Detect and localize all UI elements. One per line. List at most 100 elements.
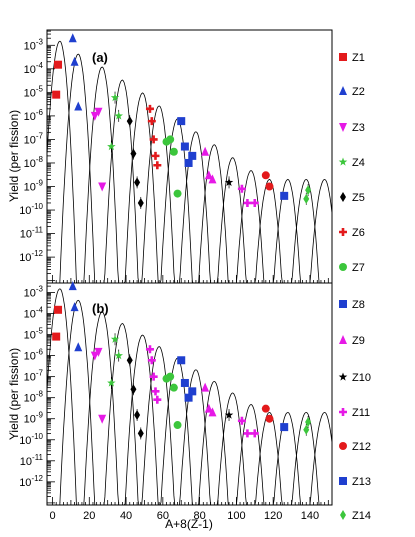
data-point-z6 [151, 151, 160, 160]
model-curve [287, 411, 325, 506]
legend-marker-z5 [340, 192, 346, 202]
data-point-z5 [134, 410, 141, 421]
x-axis-a [52, 275, 329, 283]
data-point-z7 [169, 383, 178, 392]
data-point-z9 [201, 146, 210, 156]
data-point-z7 [173, 189, 182, 198]
legend-marker-z12 [339, 442, 347, 450]
model-curve [195, 380, 233, 506]
model-curve [232, 170, 270, 284]
x-tick-label: 20 [83, 510, 95, 522]
data-point-z13 [280, 191, 289, 200]
legend-marker-z11 [339, 408, 347, 416]
model-curve [306, 178, 333, 284]
x-tick-label: 40 [120, 510, 132, 522]
legend-marker-z14 [340, 510, 346, 520]
legend-marker-z13 [339, 477, 347, 485]
legend-label-z5: Z5 [352, 192, 365, 204]
panel-a: 10-12 10-11 10-10 10-9 10-8 10-7 10-6 10-5 10-4 1… [7, 29, 333, 284]
model-curve [269, 178, 307, 284]
model-curve [123, 92, 161, 284]
data-point-z3 [98, 414, 107, 424]
legend-label-z13: Z13 [352, 476, 371, 488]
x-tick-label: 120 [264, 510, 282, 522]
y-tick-label: 10-11 [20, 226, 44, 241]
legend-marker-z6 [339, 228, 347, 236]
data-point-z8 [188, 387, 197, 396]
data-point-z2 [70, 302, 79, 312]
data-point-z8 [180, 378, 189, 387]
data-point-z6 [147, 356, 156, 365]
model-curve [123, 334, 161, 506]
y-tick-label: 10-9 [24, 411, 44, 426]
data-point-z9 [204, 170, 213, 180]
data-point-z5 [134, 177, 141, 188]
panel-label-a: (a) [92, 50, 108, 65]
y-tick-label: 10-10 [19, 202, 43, 217]
data-point-z8 [177, 356, 186, 365]
data-point-z3 [94, 347, 103, 357]
model-curve [269, 411, 307, 506]
legend-label-z1: Z1 [352, 52, 365, 64]
model-curve [251, 178, 288, 284]
legend-marker-z10 [338, 372, 348, 381]
data-point-z4 [110, 93, 120, 102]
x-axis-b: 0 20 40 60 80 100 120 140 [49, 497, 329, 522]
y-tick-label: 10-12 [19, 474, 43, 489]
data-point-z5 [130, 384, 137, 395]
data-point-z8 [184, 393, 193, 402]
data-point-z7 [173, 421, 182, 430]
data-point-z2 [68, 281, 77, 291]
legend-label-z12: Z12 [352, 441, 371, 453]
data-point-z10 [224, 410, 234, 419]
y-tick-label: 10-6 [24, 108, 44, 123]
data-point-z11 [237, 184, 246, 193]
y-axis-a: 10-12 10-11 10-10 10-9 10-8 10-7 10-6 10-5 10-4 1… [19, 30, 55, 282]
data-point-z3 [90, 111, 99, 121]
data-point-z6 [153, 395, 162, 404]
data-point-z11 [243, 429, 252, 438]
data-points-a [52, 33, 312, 209]
legend-marker-z3 [339, 123, 347, 132]
data-point-z1 [54, 60, 63, 69]
data-point-z12 [265, 182, 274, 191]
y-tick-label: 10-6 [24, 348, 44, 363]
data-point-z7 [166, 372, 175, 381]
data-point-z8 [184, 158, 193, 167]
data-point-z6 [147, 117, 156, 126]
data-point-z6 [151, 387, 160, 396]
data-point-z8 [180, 142, 189, 151]
data-point-z3 [98, 182, 107, 192]
data-point-z1 [52, 332, 61, 341]
data-point-z7 [166, 135, 175, 144]
y-tick-label: 10-8 [24, 390, 44, 405]
y-tick-label: 10-4 [24, 61, 44, 76]
data-point-z11 [250, 198, 259, 207]
model-curves-b [46, 288, 333, 506]
data-point-z9 [201, 382, 210, 392]
model-curve [232, 404, 270, 506]
data-point-z14 [305, 416, 312, 427]
y-tick-label: 10-5 [24, 327, 44, 342]
legend-marker-z8 [339, 300, 347, 308]
x-tick-label: 140 [301, 510, 319, 522]
y-tick-label: 10-5 [24, 84, 44, 99]
data-point-z4 [110, 334, 120, 343]
model-curve [140, 346, 178, 506]
legend: Z1 Z2 Z3 Z4 Z5 Z6 Z7 Z8 Z9 Z10 Z11 Z12 Z13 Z14 [338, 52, 371, 522]
y-tick-label: 10-3 [24, 37, 44, 52]
x-tick-label: 0 [49, 510, 55, 522]
legend-label-z10: Z10 [352, 372, 371, 384]
data-point-z11 [243, 198, 252, 207]
y-tick-label: 10-12 [19, 249, 43, 264]
data-point-z3 [90, 351, 99, 361]
plot-frame-b [46, 282, 333, 506]
legend-marker-z7 [339, 263, 347, 271]
model-curve [83, 311, 121, 506]
model-curve [46, 40, 79, 284]
model-curve [214, 392, 252, 506]
data-point-z9 [204, 403, 213, 413]
y-tick-label: 10-7 [24, 131, 44, 146]
data-point-z2 [74, 101, 83, 111]
